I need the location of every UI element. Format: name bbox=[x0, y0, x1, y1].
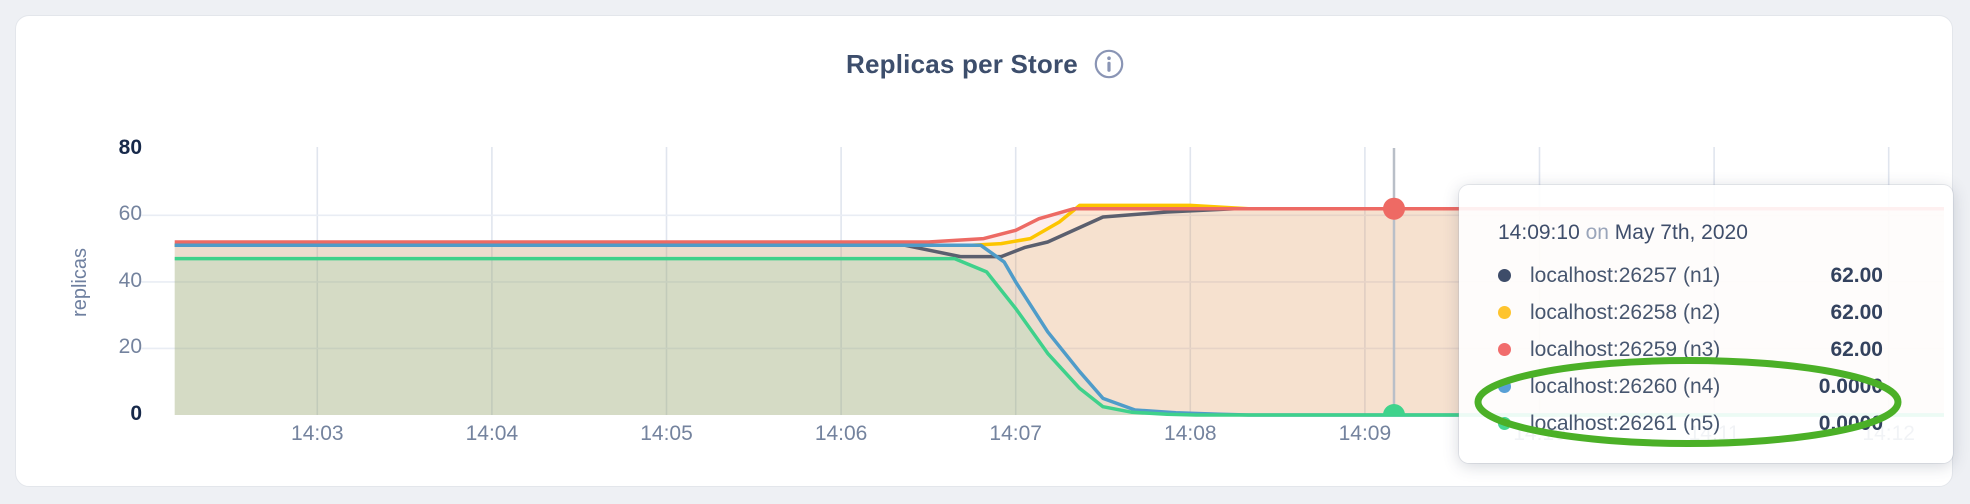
y-tick: 40 bbox=[118, 268, 142, 292]
series-area-fill bbox=[174, 245, 1945, 415]
legend-dot-n1 bbox=[1498, 269, 1511, 282]
series-line bbox=[174, 206, 1944, 244]
x-tick: 14:03 bbox=[291, 422, 344, 445]
hover-marker-dot bbox=[1383, 404, 1405, 415]
x-tick: 14:08 bbox=[1164, 422, 1217, 445]
x-tick: 14:06 bbox=[814, 422, 868, 445]
tooltip-series-row: localhost:26259 (n3) 62.00 bbox=[1498, 331, 1953, 368]
series-value: 62.00 bbox=[1830, 300, 1883, 324]
series-host-label: localhost:26261 (n5) bbox=[1530, 411, 1721, 435]
chart-header: Replicas per Store bbox=[0, 44, 1970, 84]
series-host-label: localhost:26257 (n1) bbox=[1530, 263, 1721, 287]
series-host-label: localhost:26258 (n2) bbox=[1530, 300, 1721, 324]
series-host-label: localhost:26259 (n3) bbox=[1530, 337, 1721, 361]
tooltip-series-row: localhost:26261 (n5) 0.0000 bbox=[1498, 405, 1953, 442]
tooltip-on-word: on bbox=[1585, 221, 1609, 244]
legend-dot-n2 bbox=[1498, 306, 1511, 319]
tooltip-time: 14:09:10 bbox=[1498, 221, 1580, 244]
series-host-label: localhost:26260 (n4) bbox=[1530, 374, 1721, 398]
info-icon[interactable] bbox=[1094, 49, 1124, 79]
tooltip-title: 14:09:10 on May 7th, 2020 bbox=[1498, 221, 1953, 245]
tooltip-date: May 7th, 2020 bbox=[1614, 221, 1748, 244]
series-value: 62.00 bbox=[1830, 263, 1883, 287]
series-value: 0.0000 bbox=[1818, 374, 1883, 398]
y-tick: 80 bbox=[118, 135, 142, 159]
y-tick: 0 bbox=[130, 402, 142, 425]
series-value: 62.00 bbox=[1830, 337, 1883, 361]
legend-dot-n3 bbox=[1498, 343, 1511, 356]
x-tick: 14:04 bbox=[465, 422, 519, 445]
y-tick: 20 bbox=[118, 335, 142, 359]
series-area-fill bbox=[174, 258, 1945, 415]
series-value: 0.0000 bbox=[1818, 411, 1883, 435]
tooltip-series-row: localhost:26260 (n4) 0.0000 bbox=[1498, 368, 1953, 405]
legend-dot-n4 bbox=[1498, 380, 1511, 393]
x-tick: 14:05 bbox=[640, 422, 693, 445]
x-tick: 14:07 bbox=[989, 422, 1042, 445]
series-line bbox=[174, 256, 1944, 417]
tooltip-series-row: localhost:26258 (n2) 62.00 bbox=[1498, 294, 1953, 331]
y-tick: 60 bbox=[118, 202, 142, 226]
hover-tooltip: 14:09:10 on May 7th, 2020 localhost:2625… bbox=[1459, 185, 1953, 463]
legend-dot-n5 bbox=[1498, 417, 1511, 430]
x-tick: 14:09 bbox=[1338, 422, 1392, 445]
tooltip-series-row: localhost:26257 (n1) 62.00 bbox=[1498, 257, 1953, 294]
hover-marker-dot bbox=[1383, 197, 1405, 220]
chart-title: Replicas per Store bbox=[846, 48, 1078, 79]
